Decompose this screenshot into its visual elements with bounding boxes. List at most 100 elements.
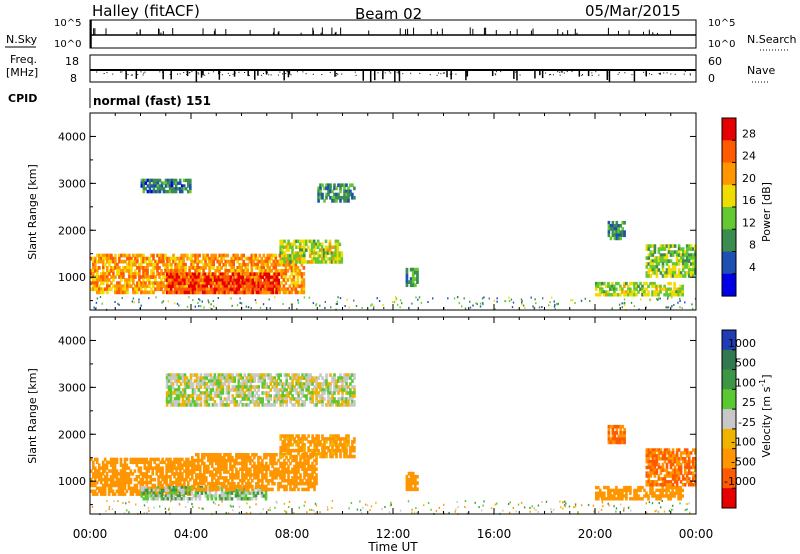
data-cell — [237, 385, 241, 389]
data-cell — [244, 269, 247, 273]
data-cell — [222, 491, 226, 495]
data-cell — [118, 290, 121, 295]
data-cell — [170, 494, 174, 498]
data-cell — [287, 239, 290, 244]
data-cell — [327, 183, 330, 188]
data-cell — [269, 382, 272, 386]
data-cell — [615, 227, 619, 231]
data-cell — [261, 400, 264, 404]
nave-dot — [312, 73, 314, 75]
data-cell — [287, 391, 290, 395]
data-cell — [162, 256, 165, 261]
data-cell — [168, 184, 172, 188]
data-cell — [294, 272, 298, 276]
data-cell — [267, 284, 270, 289]
data-cell — [692, 247, 695, 251]
data-cell — [143, 475, 147, 479]
data-cell — [153, 466, 156, 470]
data-cell — [90, 281, 93, 285]
data-cell — [237, 382, 241, 386]
noise-cell — [618, 303, 621, 306]
data-cell — [309, 455, 312, 460]
data-cell — [244, 491, 248, 495]
data-cell — [237, 281, 241, 286]
data-cell — [186, 256, 189, 261]
data-cell — [275, 473, 278, 477]
data-cell — [185, 466, 188, 470]
data-cell — [199, 287, 203, 292]
data-cell — [229, 461, 232, 466]
data-cell — [122, 253, 125, 258]
data-cell — [193, 281, 197, 286]
data-cell — [199, 487, 202, 492]
data-cell — [665, 259, 669, 263]
data-cell — [649, 250, 653, 254]
data-cell — [106, 272, 109, 276]
data-cell — [215, 467, 218, 471]
data-cell — [267, 287, 270, 292]
data-cell — [323, 437, 326, 441]
data-cell — [237, 290, 241, 295]
data-cell — [259, 290, 262, 295]
data-cell — [305, 248, 308, 252]
data-cell — [124, 278, 127, 282]
data-cell — [154, 278, 157, 282]
data-cell — [170, 256, 173, 261]
data-cell — [199, 467, 202, 471]
data-cell — [164, 275, 167, 279]
data-cell — [179, 475, 182, 479]
data-cell — [411, 270, 415, 275]
data-cell — [347, 440, 350, 444]
data-cell — [160, 187, 164, 191]
data-cell — [161, 457, 164, 462]
data-cell — [116, 262, 119, 267]
data-cell — [294, 284, 298, 289]
data-cell — [655, 494, 658, 498]
data-cell — [281, 245, 284, 249]
noise-cell — [200, 305, 202, 308]
data-cell — [279, 257, 282, 261]
data-cell — [171, 281, 175, 286]
data-cell — [174, 491, 178, 495]
data-cell — [231, 385, 235, 389]
data-cell — [187, 284, 191, 289]
data-cell — [243, 272, 247, 277]
data-cell — [613, 494, 616, 498]
data-cell — [230, 269, 233, 273]
data-cell — [405, 283, 409, 288]
data-cell — [245, 284, 249, 289]
data-cell — [605, 290, 608, 294]
data-cell — [199, 391, 203, 395]
data-cell — [325, 376, 328, 380]
data-cell — [217, 385, 221, 389]
data-cell — [333, 186, 336, 191]
data-cell — [177, 397, 181, 401]
data-cell — [681, 253, 685, 257]
data-cell — [193, 461, 196, 466]
noise-cell — [348, 306, 350, 309]
data-cell — [293, 448, 296, 453]
data-cell — [136, 281, 139, 285]
data-cell — [681, 290, 684, 294]
data-cell — [235, 403, 239, 407]
data-cell — [199, 481, 202, 486]
data-cell — [274, 256, 278, 261]
data-cell — [144, 178, 148, 183]
data-cell — [175, 403, 179, 407]
data-cell — [240, 497, 244, 501]
data-cell — [651, 244, 655, 248]
data-cell — [261, 403, 264, 407]
data-cell — [95, 480, 99, 485]
data-cell — [233, 403, 237, 407]
data-cell — [307, 379, 310, 383]
data-cell — [307, 434, 310, 438]
data-cell — [243, 290, 247, 295]
data-cell — [243, 479, 246, 483]
data-cell — [119, 477, 123, 482]
data-cell — [219, 476, 222, 480]
data-cell — [116, 269, 119, 273]
data-cell — [310, 239, 314, 244]
data-cell — [199, 278, 203, 283]
data-cell — [283, 448, 286, 453]
data-cell — [185, 376, 189, 380]
